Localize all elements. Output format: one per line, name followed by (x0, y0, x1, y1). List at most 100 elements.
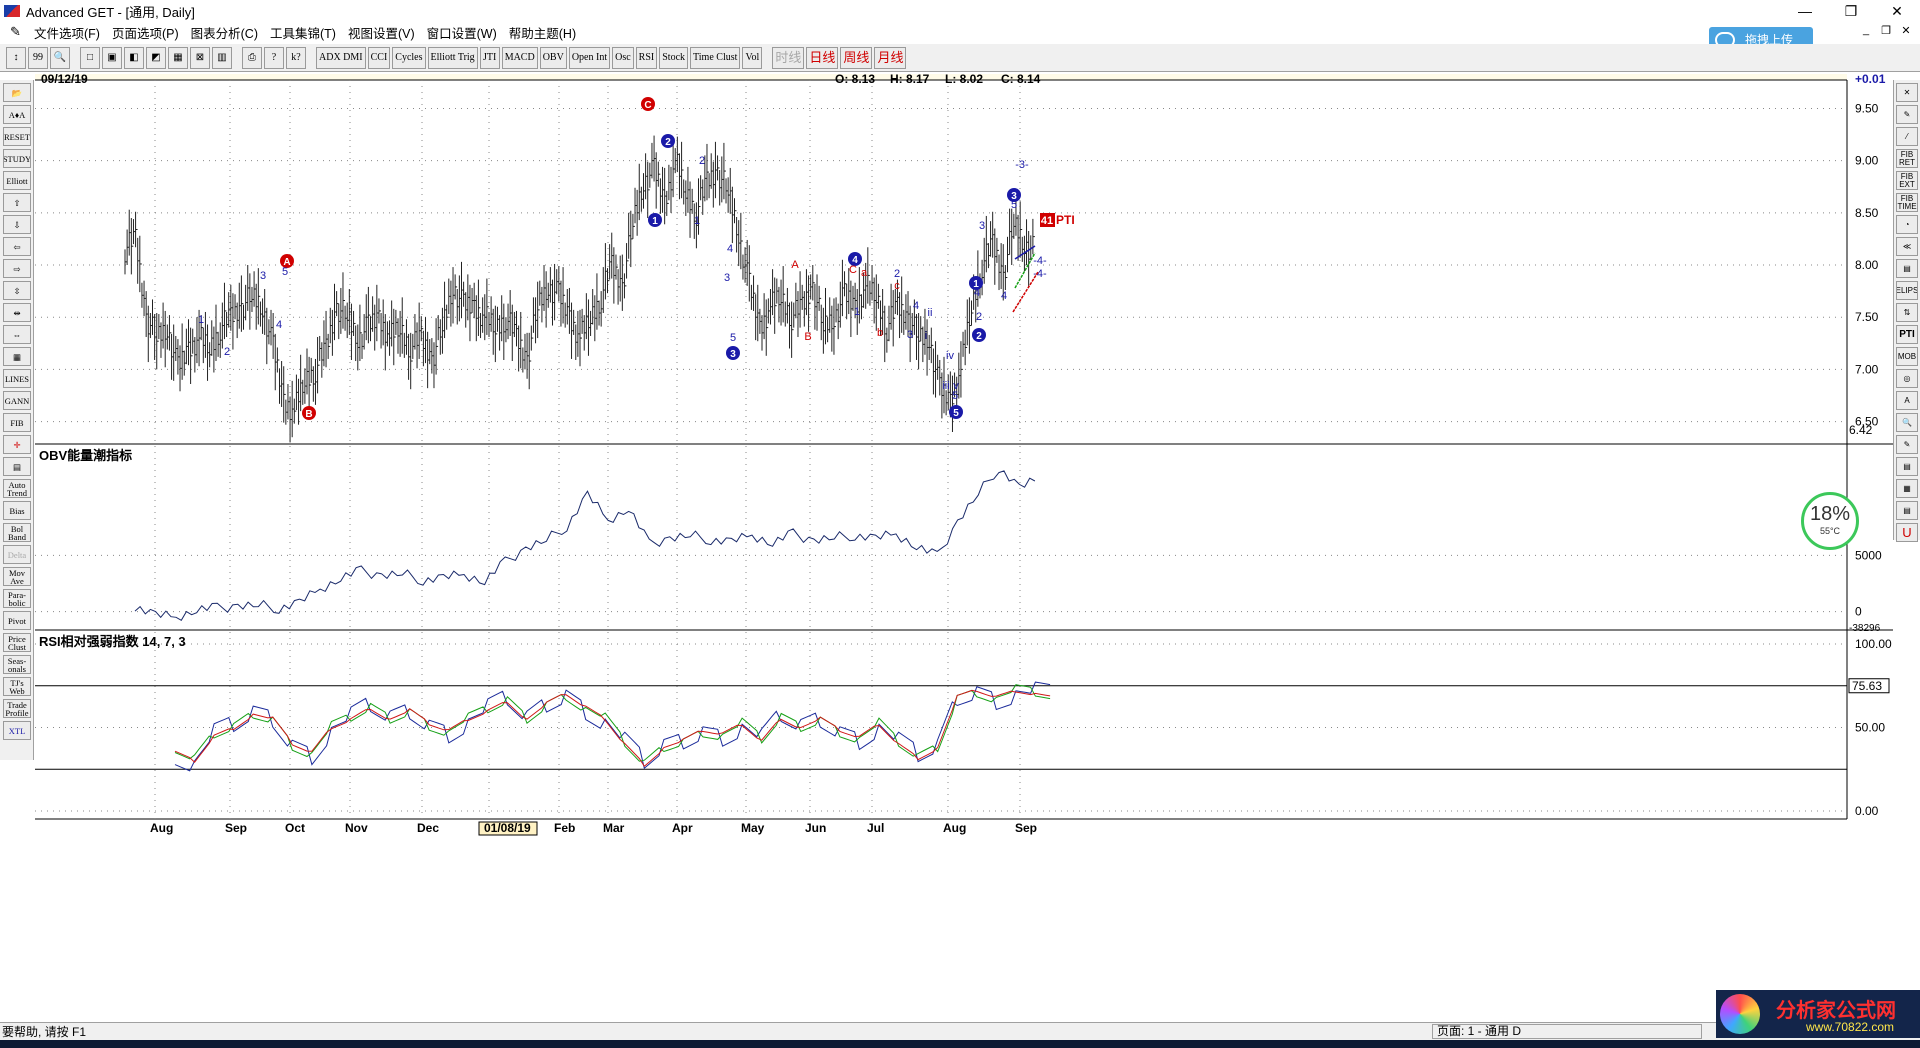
left-tool-26[interactable]: Seas-onals (3, 655, 31, 674)
toolbar-button-22[interactable]: RSI (635, 46, 658, 69)
period-button-2[interactable]: 周线 (840, 46, 873, 69)
toolbar-button-6[interactable]: ◩ (146, 46, 166, 69)
right-tool-13[interactable]: ◎ (1896, 369, 1918, 388)
mdi-restore-icon[interactable]: ❐ (1881, 25, 1891, 37)
left-tool-4[interactable]: Elliott (3, 171, 31, 190)
right-tool-15[interactable]: 🔍 (1896, 413, 1918, 432)
menu-window[interactable]: 窗口设置(W) (426, 26, 497, 41)
toolbar-button-9[interactable]: ▥ (212, 46, 232, 69)
menu-help[interactable]: 帮助主题(H) (508, 26, 577, 41)
close-button[interactable]: ✕ (1891, 2, 1903, 19)
right-tool-16[interactable]: ✎ (1896, 435, 1918, 454)
toolbar-button-19[interactable]: OBV (539, 46, 567, 69)
left-tool-25[interactable]: Price Clust (3, 633, 31, 652)
right-tool-20[interactable]: U (1896, 523, 1918, 542)
left-tool-9[interactable]: ⇳ (3, 281, 31, 300)
left-tool-3[interactable]: STUDY (3, 149, 31, 168)
toolbar-button-0[interactable]: ↕ (6, 46, 26, 69)
toolbar-button-17[interactable]: JTI (479, 46, 500, 69)
maximize-button[interactable]: ❐ (1844, 2, 1858, 19)
toolbar-button-14[interactable]: CCI (367, 46, 391, 69)
toolbar-button-20[interactable]: Open Int (568, 46, 611, 69)
mdi-close-icon[interactable]: ✕ (1901, 25, 1911, 37)
toolbar-button-4[interactable]: ▣ (102, 46, 122, 69)
left-tool-19[interactable]: Bias (3, 501, 31, 520)
toolbar-button-18[interactable]: MACD (501, 46, 538, 69)
left-tool-7[interactable]: ⇦ (3, 237, 31, 256)
toolbar-button-7[interactable]: ▦ (168, 46, 188, 69)
document-icon[interactable]: ✎ (10, 24, 21, 39)
left-tool-15[interactable]: FIB (3, 413, 31, 432)
right-tool-0[interactable]: ✕ (1896, 83, 1918, 102)
right-tool-19[interactable]: ▤ (1896, 501, 1918, 520)
right-tool-6[interactable]: ◔ (1896, 215, 1918, 234)
toolbar-button-2[interactable]: 🔍 (50, 46, 70, 69)
period-button-1[interactable]: 日线 (806, 46, 839, 69)
toolbar-button-23[interactable]: Stock (659, 46, 689, 69)
left-tool-24[interactable]: Pivot (3, 611, 31, 630)
toolbar-button-25[interactable]: Vol (742, 46, 763, 69)
period-button-0[interactable]: 时线 (772, 46, 805, 69)
menu-file[interactable]: 文件选项(F) (34, 26, 100, 41)
right-tool-4[interactable]: FIB EXT (1896, 171, 1918, 190)
left-tool-11[interactable]: ⇔ (3, 325, 31, 344)
toolbar-button-21[interactable]: Osc (612, 46, 634, 69)
toolbar-button-10[interactable]: ⎙ (242, 46, 262, 69)
right-tool-5[interactable]: FIB TIME (1896, 193, 1918, 212)
left-tool-29[interactable]: XTL (3, 721, 31, 740)
minimize-button[interactable]: — (1798, 3, 1812, 19)
right-tool-14[interactable]: A (1896, 391, 1918, 410)
left-tool-16[interactable]: ✛ (3, 435, 31, 454)
right-tool-12[interactable]: MOB (1896, 347, 1918, 366)
left-tool-8[interactable]: ⇨ (3, 259, 31, 278)
rsi-tick-label: 50.00 (1855, 721, 1885, 735)
left-tool-23[interactable]: Para-bolic (3, 589, 31, 608)
right-tool-18[interactable]: ▦ (1896, 479, 1918, 498)
left-tool-20[interactable]: Bol Band (3, 523, 31, 542)
right-tool-11[interactable]: PTI (1896, 325, 1918, 344)
left-tool-0[interactable]: 📂 (3, 83, 31, 102)
menu-tools[interactable]: 工具集锦(T) (270, 26, 336, 41)
left-tool-1[interactable]: A♦A (3, 105, 31, 124)
left-tool-10[interactable]: ⇹ (3, 303, 31, 322)
right-tool-1[interactable]: ✎ (1896, 105, 1918, 124)
right-tool-2[interactable]: ⁄ (1896, 127, 1918, 146)
menu-chart[interactable]: 图表分析(C) (190, 26, 258, 41)
left-tool-12[interactable]: ▦ (3, 347, 31, 366)
toolbar-button-24[interactable]: Time Clust (690, 46, 741, 69)
left-tool-27[interactable]: TJ's Web (3, 677, 31, 696)
toolbar-button-1[interactable]: 99 (28, 46, 48, 69)
left-tool-14[interactable]: GANN (3, 391, 31, 410)
left-tool-13[interactable]: LINES (3, 369, 31, 388)
toolbar-button-3[interactable]: □ (80, 46, 100, 69)
wave-label: 1 (854, 306, 860, 318)
wave-label: 5 (1011, 199, 1017, 211)
menu-page[interactable]: 页面选项(P) (111, 26, 179, 41)
period-button-3[interactable]: 月线 (874, 46, 907, 69)
left-tool-2[interactable]: RESET (3, 127, 31, 146)
toolbar-button-16[interactable]: Elliott Trig (427, 46, 478, 69)
right-tool-9[interactable]: ELIPS (1896, 281, 1918, 300)
left-tool-28[interactable]: Trade Profile (3, 699, 31, 718)
chart-area[interactable]: 09/12/19 O: 8.13 H: 8.17 L: 8.02 C: 8.14 +0.0… (35, 74, 1893, 1020)
right-tool-10[interactable]: ⇅ (1896, 303, 1918, 322)
toolbar-button-13[interactable]: ADX DMI (316, 46, 366, 69)
left-tool-5[interactable]: ⇧ (3, 193, 31, 212)
left-tool-18[interactable]: Auto Trend (3, 479, 31, 498)
right-tool-8[interactable]: ▤ (1896, 259, 1918, 278)
right-tool-17[interactable]: ▤ (1896, 457, 1918, 476)
mdi-minimize-icon[interactable]: _ (1862, 24, 1870, 36)
left-tool-17[interactable]: ▤ (3, 457, 31, 476)
toolbar-button-5[interactable]: ◧ (124, 46, 144, 69)
toolbar-button-12[interactable]: k? (286, 46, 306, 69)
right-tool-3[interactable]: FIB RET (1896, 149, 1918, 168)
right-tool-7[interactable]: ≪ (1896, 237, 1918, 256)
toolbar-button-8[interactable]: ⊠ (190, 46, 210, 69)
left-tool-21[interactable]: Delta (3, 545, 31, 564)
toolbar-button-15[interactable]: Cycles (392, 46, 426, 69)
menu-view[interactable]: 视图设置(V) (347, 26, 415, 41)
wave-label: 4 (727, 243, 733, 255)
left-tool-22[interactable]: Mov Ave (3, 567, 31, 586)
toolbar-button-11[interactable]: ? (264, 46, 284, 69)
left-tool-6[interactable]: ⇩ (3, 215, 31, 234)
